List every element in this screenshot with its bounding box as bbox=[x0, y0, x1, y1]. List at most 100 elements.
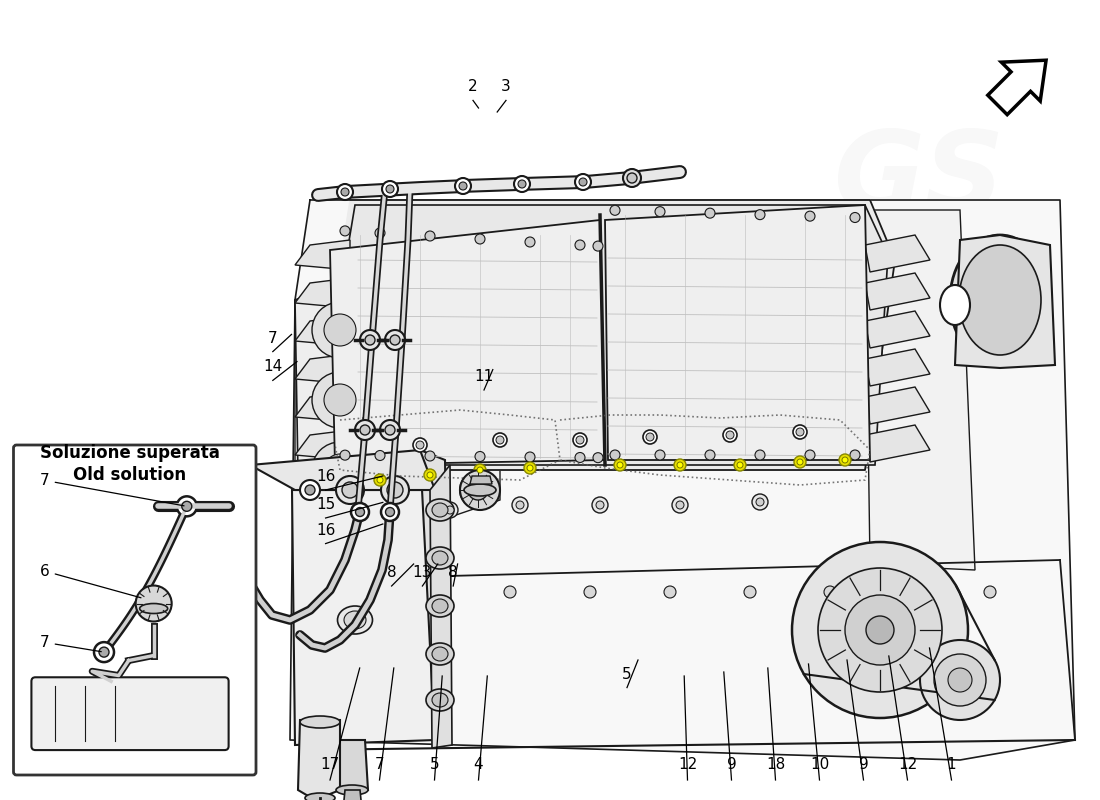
Ellipse shape bbox=[426, 499, 454, 521]
Circle shape bbox=[340, 226, 350, 236]
Circle shape bbox=[824, 586, 836, 598]
Circle shape bbox=[386, 185, 394, 193]
Polygon shape bbox=[865, 349, 930, 386]
Circle shape bbox=[646, 433, 654, 441]
Circle shape bbox=[850, 450, 860, 460]
Circle shape bbox=[382, 181, 398, 197]
Polygon shape bbox=[343, 790, 362, 800]
Polygon shape bbox=[330, 205, 888, 465]
Text: 13: 13 bbox=[412, 565, 432, 580]
Circle shape bbox=[344, 586, 356, 598]
Circle shape bbox=[341, 188, 349, 196]
Text: 10: 10 bbox=[810, 757, 829, 772]
FancyBboxPatch shape bbox=[13, 445, 256, 775]
Circle shape bbox=[312, 302, 368, 358]
Ellipse shape bbox=[432, 647, 448, 661]
Text: 8: 8 bbox=[387, 565, 396, 580]
Circle shape bbox=[425, 231, 435, 241]
Polygon shape bbox=[250, 450, 434, 490]
Circle shape bbox=[99, 647, 109, 657]
Circle shape bbox=[477, 467, 483, 473]
Ellipse shape bbox=[426, 689, 454, 711]
Circle shape bbox=[385, 507, 395, 517]
Polygon shape bbox=[337, 740, 368, 790]
Circle shape bbox=[474, 464, 486, 476]
Circle shape bbox=[726, 431, 734, 439]
Circle shape bbox=[755, 210, 764, 220]
Ellipse shape bbox=[426, 643, 454, 665]
Ellipse shape bbox=[464, 484, 496, 496]
Circle shape bbox=[756, 498, 764, 506]
Circle shape bbox=[381, 476, 409, 504]
Polygon shape bbox=[865, 235, 930, 272]
Text: 1: 1 bbox=[947, 757, 956, 772]
Polygon shape bbox=[324, 200, 895, 470]
Circle shape bbox=[177, 496, 197, 516]
Circle shape bbox=[676, 501, 684, 509]
Circle shape bbox=[796, 428, 804, 436]
Circle shape bbox=[525, 452, 535, 462]
Circle shape bbox=[182, 502, 191, 511]
Circle shape bbox=[355, 420, 375, 440]
Circle shape bbox=[360, 330, 379, 350]
Polygon shape bbox=[295, 392, 350, 422]
Circle shape bbox=[324, 314, 356, 346]
Ellipse shape bbox=[432, 599, 448, 613]
Circle shape bbox=[575, 174, 591, 190]
Circle shape bbox=[654, 206, 666, 217]
Circle shape bbox=[818, 568, 942, 692]
Circle shape bbox=[524, 462, 536, 474]
Circle shape bbox=[514, 176, 530, 192]
Text: 11: 11 bbox=[474, 369, 494, 384]
Text: 5: 5 bbox=[623, 666, 631, 682]
Circle shape bbox=[312, 512, 368, 568]
Circle shape bbox=[324, 524, 356, 556]
Circle shape bbox=[593, 453, 603, 462]
Circle shape bbox=[614, 459, 626, 471]
Polygon shape bbox=[295, 210, 500, 570]
Circle shape bbox=[573, 433, 587, 447]
Ellipse shape bbox=[432, 503, 448, 517]
Ellipse shape bbox=[338, 606, 373, 634]
Circle shape bbox=[592, 497, 608, 513]
Circle shape bbox=[312, 372, 368, 428]
Circle shape bbox=[705, 208, 715, 218]
Circle shape bbox=[593, 241, 603, 251]
Circle shape bbox=[744, 586, 756, 598]
Text: Old solution: Old solution bbox=[74, 466, 186, 484]
Text: 3: 3 bbox=[502, 79, 510, 94]
Polygon shape bbox=[865, 311, 930, 348]
Circle shape bbox=[387, 482, 403, 498]
Circle shape bbox=[948, 668, 972, 692]
Circle shape bbox=[512, 497, 528, 513]
Circle shape bbox=[424, 469, 436, 481]
Circle shape bbox=[934, 654, 986, 706]
Text: 7: 7 bbox=[375, 757, 384, 772]
Circle shape bbox=[672, 497, 688, 513]
Circle shape bbox=[324, 454, 356, 486]
Text: GS: GS bbox=[835, 126, 1005, 234]
Ellipse shape bbox=[959, 245, 1041, 355]
Ellipse shape bbox=[432, 693, 448, 707]
Circle shape bbox=[377, 477, 383, 483]
Circle shape bbox=[752, 494, 768, 510]
Circle shape bbox=[442, 502, 458, 518]
FancyBboxPatch shape bbox=[32, 678, 229, 750]
Circle shape bbox=[527, 465, 534, 471]
Circle shape bbox=[375, 228, 385, 238]
Polygon shape bbox=[295, 354, 350, 384]
Text: 12: 12 bbox=[678, 757, 697, 772]
Circle shape bbox=[596, 501, 604, 509]
Circle shape bbox=[627, 173, 637, 183]
Text: 9: 9 bbox=[727, 757, 736, 772]
Polygon shape bbox=[865, 273, 930, 310]
Circle shape bbox=[340, 450, 350, 460]
Polygon shape bbox=[470, 476, 492, 484]
Polygon shape bbox=[298, 720, 340, 800]
Circle shape bbox=[842, 457, 848, 463]
Circle shape bbox=[792, 542, 968, 718]
Circle shape bbox=[794, 456, 806, 468]
Circle shape bbox=[385, 330, 405, 350]
Circle shape bbox=[676, 462, 683, 468]
Polygon shape bbox=[430, 465, 452, 748]
